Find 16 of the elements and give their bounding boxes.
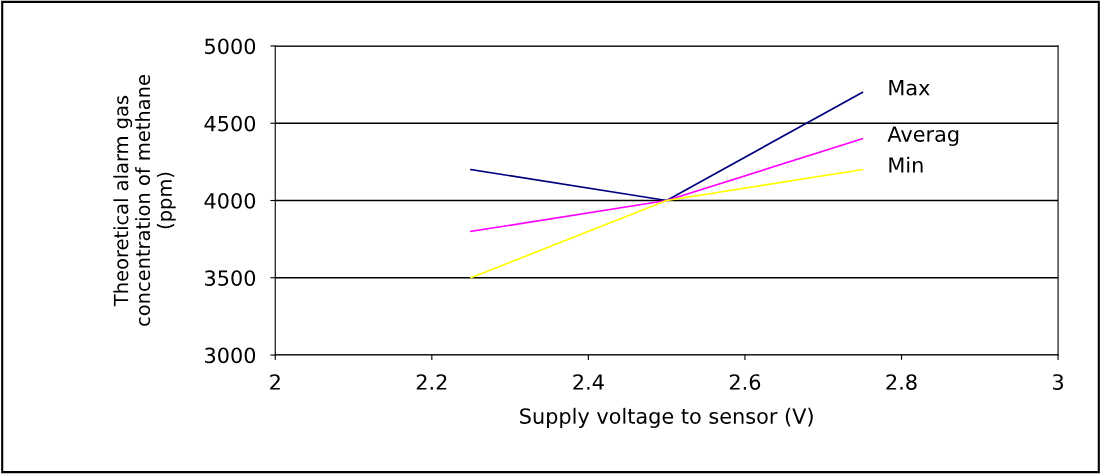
series-label: Averag bbox=[887, 126, 959, 146]
y-tick-label: 4500 bbox=[204, 115, 256, 132]
y-tick-label: 3500 bbox=[205, 270, 256, 286]
series-label: Min bbox=[889, 156, 923, 173]
x-axis-title: Supply voltage to sensor (V) bbox=[520, 407, 813, 428]
y-tick-label: 5000 bbox=[205, 38, 256, 55]
y-axis-title: Theoretical alarm gas concentration of methane (ppm) bbox=[113, 75, 176, 326]
x-tick-label: 2.8 bbox=[886, 374, 917, 390]
x-tick-label: 2 bbox=[270, 374, 280, 390]
x-tick-label: 3 bbox=[1053, 374, 1064, 390]
y-tick-label: 3000 bbox=[205, 347, 256, 364]
series-label: Max bbox=[889, 80, 930, 96]
y-tick-label: 4000 bbox=[204, 192, 256, 209]
x-tick-label: 2.4 bbox=[573, 374, 604, 390]
x-tick-label: 2.6 bbox=[729, 374, 761, 390]
x-tick-label: 2.2 bbox=[416, 374, 447, 390]
